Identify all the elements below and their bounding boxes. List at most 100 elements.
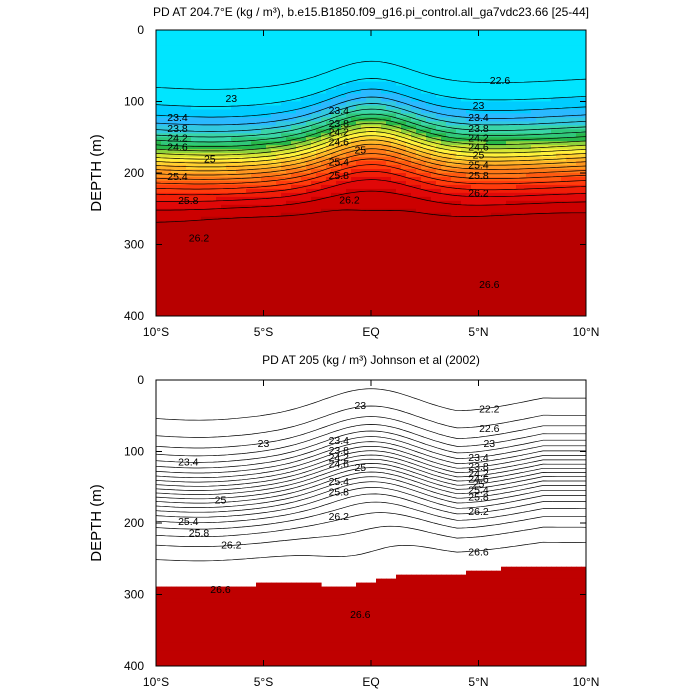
field-cell <box>171 280 177 285</box>
field-cell <box>221 244 227 250</box>
field-cell <box>371 161 377 166</box>
field-cell <box>216 97 222 103</box>
field-cell <box>231 73 237 79</box>
field-cell <box>341 196 347 202</box>
field-cell <box>451 284 457 289</box>
field-cell <box>256 173 262 178</box>
field-cell <box>401 184 407 190</box>
field-cell <box>341 89 347 95</box>
field-cell <box>321 81 327 87</box>
field-cell <box>426 85 432 91</box>
field-cell <box>326 105 332 111</box>
field-cell <box>311 149 317 154</box>
field-cell <box>186 153 192 158</box>
field-cell <box>386 165 392 170</box>
field-cell <box>266 73 272 79</box>
field-cell <box>316 141 322 146</box>
field-cell <box>491 272 497 277</box>
field-cell <box>166 57 172 63</box>
field-cell <box>286 192 292 198</box>
field-cell <box>381 105 387 111</box>
field-cell <box>291 308 297 313</box>
field-cell <box>461 117 467 122</box>
field-cell <box>431 192 437 198</box>
field-cell <box>496 49 502 55</box>
field-cell <box>441 176 447 182</box>
field-cell <box>436 312 442 316</box>
field-cell <box>336 69 342 75</box>
field-cell <box>436 304 442 309</box>
field-cell <box>311 200 317 206</box>
field-cell <box>381 53 387 59</box>
field-cell <box>396 109 402 115</box>
field-cell <box>386 37 392 43</box>
field-cell <box>296 180 302 186</box>
field-cell <box>286 204 292 210</box>
field-cell <box>406 252 412 258</box>
field-cell <box>376 176 382 182</box>
field-cell <box>391 41 397 47</box>
field-cell <box>246 296 252 301</box>
field-cell <box>436 165 442 170</box>
field-cell <box>191 268 197 273</box>
field-cell <box>306 212 312 218</box>
field-cell <box>461 244 467 250</box>
field-cell <box>211 65 217 71</box>
field-cell <box>296 208 302 214</box>
field-cell <box>376 30 382 35</box>
field-cell <box>366 256 372 261</box>
field-cell <box>306 208 312 214</box>
field-cell <box>426 284 432 289</box>
field-cell <box>366 176 372 182</box>
field-cell <box>496 208 502 214</box>
field-cell <box>466 33 472 39</box>
field-cell <box>241 93 247 99</box>
field-cell <box>291 244 297 250</box>
field-cell <box>341 30 347 35</box>
field-cell <box>161 173 167 178</box>
field-cell <box>206 312 212 316</box>
field-cell <box>216 121 222 126</box>
field-cell <box>481 77 487 83</box>
field-cell <box>386 129 392 134</box>
field-cell <box>231 188 237 194</box>
field-cell <box>386 157 392 162</box>
field-cell <box>381 41 387 47</box>
field-cell <box>421 276 427 281</box>
field-cell <box>291 236 297 242</box>
field-cell <box>196 145 202 150</box>
field-cell <box>191 169 197 174</box>
field-cell <box>451 93 457 99</box>
field-cell <box>166 33 172 39</box>
field-cell <box>496 105 502 111</box>
field-cell <box>326 192 332 198</box>
field-cell <box>176 296 182 301</box>
field-cell <box>171 228 177 234</box>
field-cell <box>486 149 492 154</box>
field-cell <box>411 73 417 79</box>
field-cell <box>176 145 182 150</box>
field-cell <box>346 240 352 246</box>
field-cell <box>371 308 377 313</box>
field-cell <box>471 256 477 261</box>
field-cell <box>376 109 382 115</box>
field-cell <box>271 105 277 111</box>
field-cell <box>166 264 172 269</box>
field-cell <box>441 81 447 87</box>
field-cell <box>466 308 472 313</box>
field-cell <box>481 304 487 309</box>
field-cell <box>331 208 337 214</box>
field-cell <box>231 224 237 230</box>
field-cell <box>401 149 407 154</box>
field-cell <box>481 260 487 265</box>
field-cell <box>501 61 507 67</box>
field-cell <box>191 296 197 301</box>
field-cell <box>241 129 247 134</box>
field-cell <box>276 208 282 214</box>
field-cell <box>491 276 497 281</box>
field-cell <box>211 268 217 273</box>
field-cell <box>236 125 242 130</box>
field-cell <box>321 208 327 214</box>
field-cell <box>466 216 472 222</box>
field-cell <box>391 280 397 285</box>
